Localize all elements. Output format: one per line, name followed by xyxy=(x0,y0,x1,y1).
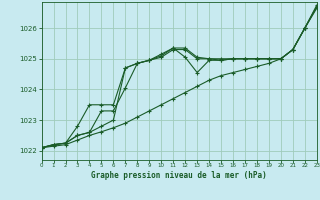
X-axis label: Graphe pression niveau de la mer (hPa): Graphe pression niveau de la mer (hPa) xyxy=(91,171,267,180)
